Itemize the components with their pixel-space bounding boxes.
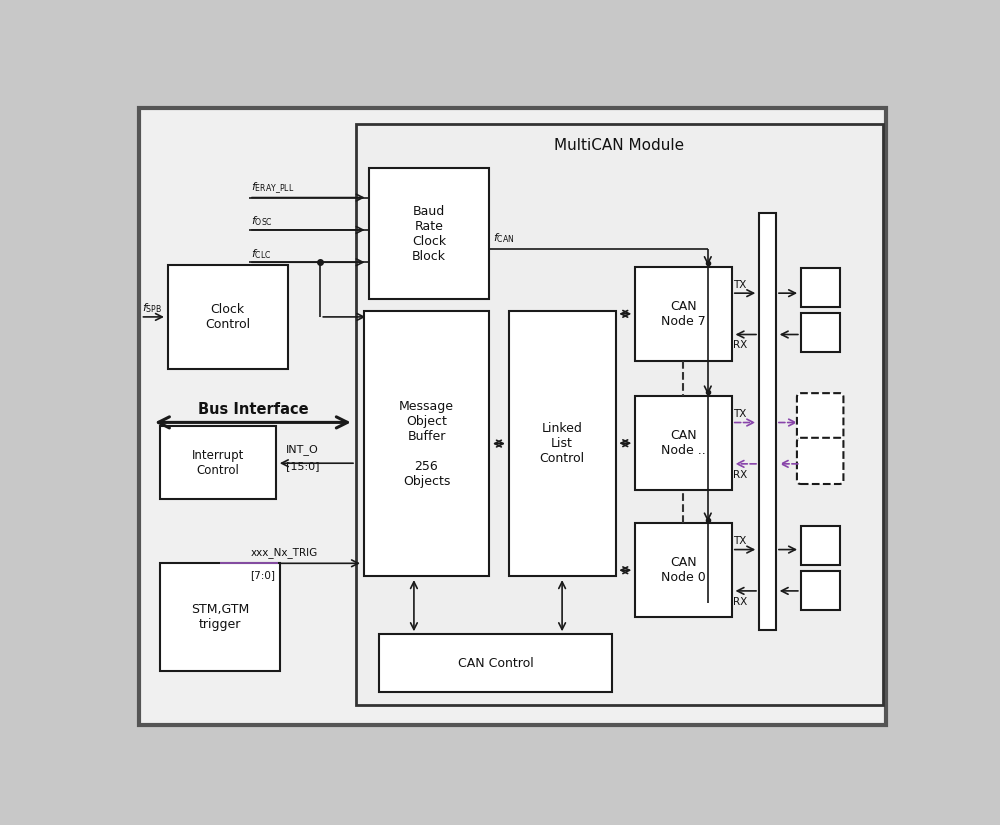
Bar — [168, 265, 288, 369]
Text: $f_{\mathsf{CAN}}$: $f_{\mathsf{CAN}}$ — [493, 232, 515, 245]
Bar — [509, 311, 616, 577]
Bar — [160, 563, 280, 671]
Text: Baud
Rate
Clock
Block: Baud Rate Clock Block — [412, 205, 446, 262]
Text: $f_{\mathsf{ERAY\_PLL}}$: $f_{\mathsf{ERAY\_PLL}}$ — [251, 181, 294, 196]
Text: RX: RX — [733, 469, 748, 479]
Bar — [635, 396, 732, 490]
Bar — [379, 634, 612, 692]
Text: Message
Object
Buffer

256
Objects: Message Object Buffer 256 Objects — [399, 399, 454, 488]
Bar — [801, 313, 840, 351]
Bar — [160, 427, 276, 499]
Text: TX: TX — [733, 409, 747, 419]
Text: xxx_Nx_TRIG: xxx_Nx_TRIG — [251, 547, 318, 558]
Text: Clock
Control: Clock Control — [205, 303, 250, 331]
Text: STM,GTM
trigger: STM,GTM trigger — [191, 603, 249, 631]
Text: $f_{\mathsf{SPB}}$: $f_{\mathsf{SPB}}$ — [142, 301, 162, 314]
Bar — [635, 523, 732, 617]
Text: $f_{\mathsf{CLC}}$: $f_{\mathsf{CLC}}$ — [251, 247, 271, 261]
Text: CAN Control: CAN Control — [458, 657, 533, 670]
Bar — [801, 268, 840, 307]
Text: Bus Interface: Bus Interface — [198, 402, 308, 417]
Text: CAN
Node 0: CAN Node 0 — [661, 556, 706, 584]
Bar — [364, 311, 489, 577]
Text: Linked
List
Control: Linked List Control — [540, 422, 585, 465]
Text: INT_O: INT_O — [286, 444, 319, 455]
Bar — [356, 124, 883, 705]
Text: [7:0]: [7:0] — [251, 570, 276, 580]
Text: CAN
Node 7: CAN Node 7 — [661, 299, 706, 328]
Text: CAN
Node ..: CAN Node .. — [661, 429, 706, 457]
Text: RX: RX — [733, 596, 748, 606]
Bar — [759, 213, 776, 630]
FancyBboxPatch shape — [797, 394, 843, 440]
Text: $f_{\mathsf{OSC}}$: $f_{\mathsf{OSC}}$ — [251, 214, 272, 229]
Text: RX: RX — [733, 341, 748, 351]
Bar — [801, 571, 840, 610]
Bar — [635, 266, 732, 361]
Bar — [369, 168, 489, 299]
Text: TX: TX — [733, 536, 747, 546]
Bar — [801, 526, 840, 565]
Text: [15:0]: [15:0] — [286, 460, 320, 470]
Text: Interrupt
Control: Interrupt Control — [192, 449, 244, 477]
FancyBboxPatch shape — [797, 438, 843, 484]
Text: TX: TX — [733, 280, 747, 290]
Text: MultiCAN Module: MultiCAN Module — [554, 138, 685, 153]
